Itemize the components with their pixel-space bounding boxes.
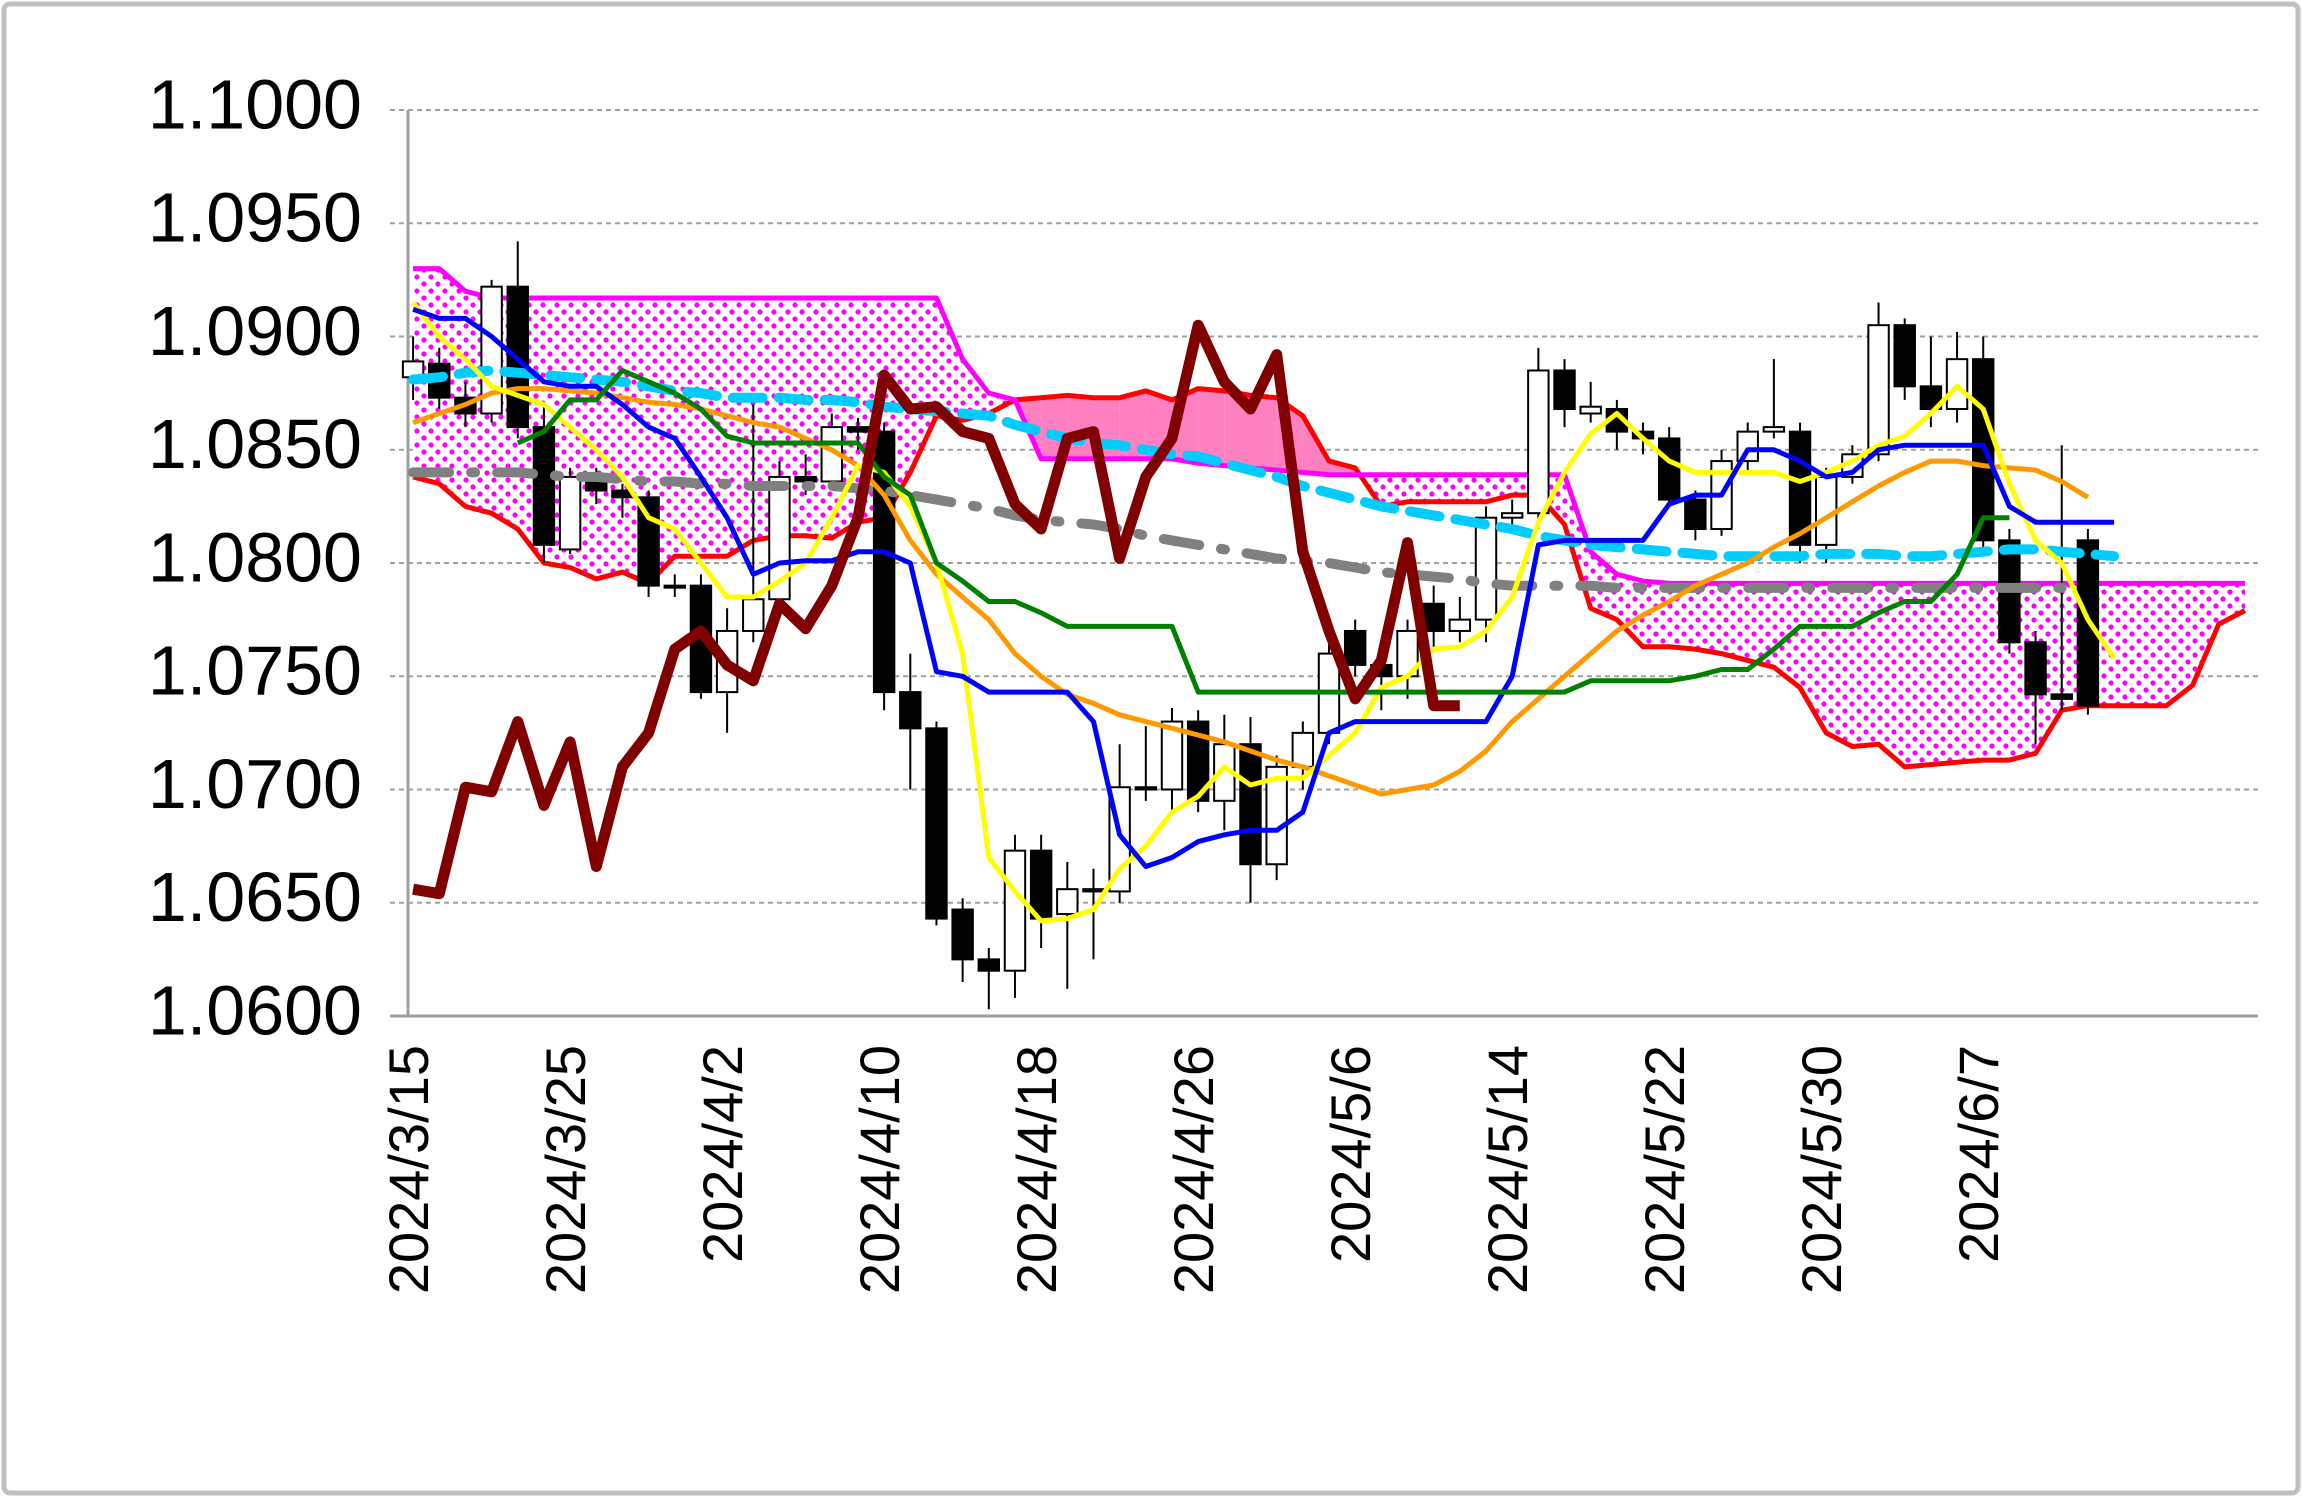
y-tick-label: 1.0850 <box>148 405 362 483</box>
y-tick-label: 1.0800 <box>148 518 362 596</box>
cloud <box>831 297 858 539</box>
cloud <box>1695 583 1722 654</box>
cloud <box>1381 474 1408 507</box>
x-tick-label: 2024/5/30 <box>1790 1045 1853 1294</box>
candle-body <box>1003 849 1027 972</box>
y-tick-label: 1.0600 <box>148 971 362 1049</box>
candle-body <box>1186 720 1210 802</box>
candle-body <box>846 426 870 433</box>
candle-body <box>1239 743 1262 866</box>
candle-body <box>2024 641 2047 696</box>
candle-body <box>558 475 582 551</box>
cloud <box>1852 583 1879 747</box>
cloud <box>1826 583 1853 747</box>
candle-body <box>1553 369 1576 410</box>
candle-body <box>899 691 922 730</box>
cloud <box>1250 395 1277 471</box>
cloud <box>2140 583 2167 706</box>
cloud <box>1957 583 1984 763</box>
cloud <box>2114 583 2141 706</box>
x-tick-label: 2024/5/14 <box>1476 1045 1539 1294</box>
candle-body <box>1029 849 1053 920</box>
cloud <box>2035 583 2062 754</box>
candle-body <box>1134 786 1158 791</box>
x-tick-label: 2024/4/10 <box>848 1045 911 1294</box>
candle-body <box>1893 324 1916 388</box>
cloud <box>439 268 466 507</box>
line-series <box>412 386 2247 770</box>
cloud <box>936 297 963 421</box>
cloud <box>1904 583 1931 767</box>
candle-body <box>1919 385 1943 410</box>
cloud <box>1643 581 1670 647</box>
candle-body <box>1736 430 1759 463</box>
x-tick-label: 2024/6/7 <box>1947 1045 2010 1263</box>
y-tick-label: 1.0950 <box>148 179 362 257</box>
candle-body <box>1657 437 1681 501</box>
candle-body <box>1082 888 1105 893</box>
cloud <box>1721 583 1748 661</box>
x-tick-label: 2024/5/6 <box>1319 1045 1382 1263</box>
candle-body <box>1474 516 1498 621</box>
candle-body <box>951 908 974 961</box>
cloud <box>674 297 701 557</box>
x-tick-label: 2024/4/18 <box>1005 1045 1068 1294</box>
cloud <box>1930 583 1958 765</box>
candle-body <box>925 727 948 920</box>
candle-body <box>1291 731 1315 768</box>
x-tick-label: 2024/4/26 <box>1162 1045 1225 1294</box>
x-tick-label: 2024/4/2 <box>691 1045 754 1263</box>
y-tick-label: 1.1000 <box>148 65 362 143</box>
line-series <box>412 386 2090 797</box>
cloud <box>805 297 832 539</box>
candle-body <box>1265 765 1288 866</box>
candle-body <box>1056 888 1079 916</box>
x-tick-label: 2024/3/15 <box>377 1045 440 1294</box>
x-tick-label: 2024/3/25 <box>534 1045 597 1294</box>
candle-body <box>1684 498 1707 531</box>
candle-body <box>1579 405 1602 415</box>
cloud <box>1459 474 1487 502</box>
candle-body <box>1527 369 1550 515</box>
cloud <box>1198 388 1225 466</box>
line-series <box>411 300 2117 924</box>
cloud <box>727 297 754 557</box>
cloud <box>1433 474 1460 502</box>
line-series <box>412 319 1460 900</box>
cloud <box>596 297 623 579</box>
cloud <box>700 297 728 557</box>
cloud <box>2192 583 2219 686</box>
line-series <box>408 365 2120 562</box>
cloud <box>1407 474 1434 502</box>
candle-body <box>872 430 896 694</box>
candle-body <box>532 426 556 546</box>
cloud <box>2166 583 2193 706</box>
candle-body <box>663 584 686 589</box>
candle-body <box>1867 324 1890 456</box>
candle-body <box>2050 693 2073 700</box>
y-tick-label: 1.0700 <box>148 745 362 823</box>
candle-body <box>977 958 1001 972</box>
candle-body <box>1762 426 1786 433</box>
candle-body <box>742 598 765 632</box>
candle-body <box>1343 629 1367 666</box>
cloud <box>1747 583 1774 668</box>
line-series <box>412 306 2115 869</box>
y-tick-label: 1.0900 <box>148 292 362 370</box>
candle-body <box>794 475 817 483</box>
line-series <box>408 467 2067 593</box>
line-series <box>516 368 2010 695</box>
cloud <box>962 359 989 421</box>
cloud <box>1878 583 1905 767</box>
candle-body <box>1448 618 1472 632</box>
x-tick-label: 2024/5/22 <box>1633 1045 1696 1294</box>
candle-body <box>1500 512 1524 519</box>
candle-body <box>1160 720 1184 791</box>
y-tick-label: 1.0650 <box>148 858 362 936</box>
cloud <box>2218 583 2245 625</box>
y-tick-label: 1.0750 <box>148 632 362 710</box>
